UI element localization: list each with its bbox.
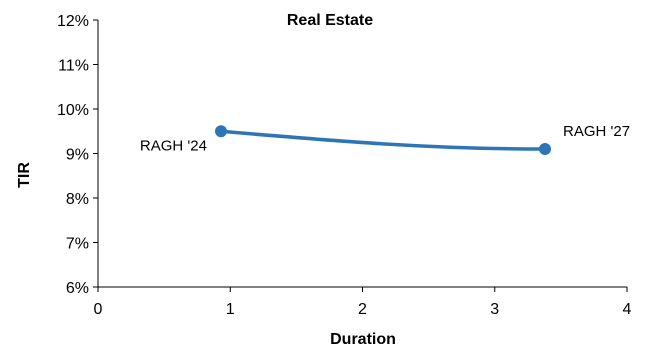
y-tick-label: 11%	[58, 58, 89, 75]
data-point	[214, 125, 227, 138]
y-tick-label: 12%	[57, 13, 89, 30]
tick-labels: 6% 7% 8% 9% 10% 11% 12% 0 1 2 3 4	[57, 13, 632, 318]
y-tick-label: 9%	[66, 147, 89, 164]
y-tick-label: 8%	[66, 191, 89, 208]
x-axis-title: Duration	[330, 331, 396, 348]
y-tick-label: 10%	[57, 102, 89, 119]
axes	[93, 19, 628, 292]
y-tick-label: 6%	[66, 280, 89, 297]
x-tick-label: 2	[358, 301, 367, 318]
data-point	[539, 143, 552, 156]
y-tick-label: 7%	[66, 236, 89, 253]
x-tick-label: 1	[226, 301, 235, 318]
x-tick-label: 3	[490, 301, 499, 318]
series: RAGH '24 RAGH '27	[140, 123, 630, 156]
x-tick-label: 4	[623, 301, 632, 318]
data-point-label: RAGH '24	[140, 137, 207, 154]
x-tick-label: 0	[94, 301, 103, 318]
data-point-label: RAGH '27	[563, 123, 630, 140]
chart-title: Real Estate	[287, 12, 373, 29]
series-line	[220, 129, 546, 151]
y-axis-title: TIR	[16, 162, 33, 188]
